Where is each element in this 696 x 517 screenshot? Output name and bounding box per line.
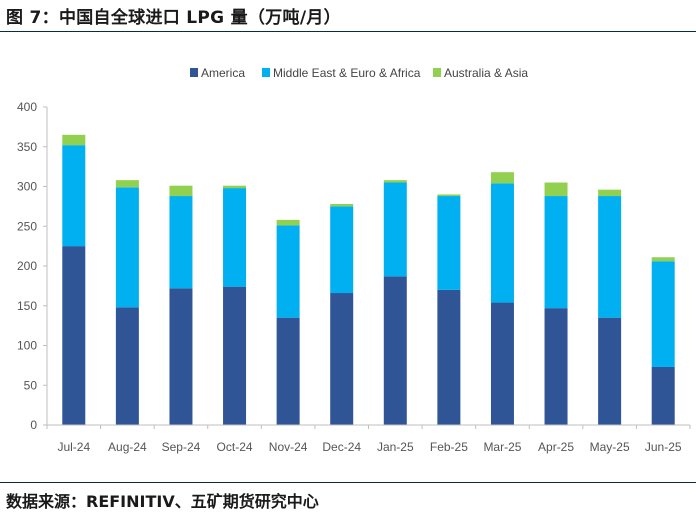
- y-tick-label: 200: [17, 259, 37, 273]
- x-tick-label: Jul-24: [57, 440, 90, 454]
- legend-label: America: [201, 66, 245, 80]
- top-rule: [0, 31, 696, 32]
- bar-segment-america: [490, 302, 514, 425]
- x-tick-label: Dec-24: [322, 440, 361, 454]
- legend-label: Middle East & Euro & Africa: [273, 66, 421, 80]
- x-tick-label: Feb-25: [430, 440, 468, 454]
- bar-segment-america: [544, 308, 568, 425]
- bar-segment-middle-east-euro-africa: [598, 196, 622, 318]
- bar-segment-australia-asia: [276, 219, 300, 226]
- bar-segment-middle-east-euro-africa: [651, 261, 675, 367]
- bar-segment-australia-asia: [651, 257, 675, 262]
- bar-segment-middle-east-euro-africa: [437, 196, 461, 290]
- x-tick-label: May-25: [590, 440, 630, 454]
- bar-segment-australia-asia: [490, 172, 514, 184]
- bar-segment-australia-asia: [169, 185, 193, 197]
- figure-title: 图 7：中国自全球进口 LPG 量（万吨/月）: [6, 8, 341, 28]
- bar-segment-america: [330, 293, 354, 425]
- x-tick-label: Jan-25: [377, 440, 414, 454]
- stacked-bar-chart: America Middle East & Euro & Africa Austra…: [17, 66, 691, 454]
- x-axis: Jul-24 Aug-24 Sep-24 Oct-24 Nov-24 Dec-24 Jan-…: [46, 424, 691, 454]
- legend-label: Australia & Asia: [444, 66, 528, 80]
- bar-segment-america: [651, 366, 675, 425]
- bars-group: [62, 134, 675, 425]
- bar-segment-america: [169, 288, 193, 425]
- x-tick-label: Apr-25: [538, 440, 574, 454]
- x-tick-label: Jun-25: [645, 440, 682, 454]
- bar-segment-australia-asia: [223, 185, 247, 189]
- bar-segment-australia-asia: [544, 182, 568, 197]
- y-axis: 0 50 100 150 200 250 300 350 400: [17, 100, 48, 432]
- x-tick-label: Sep-24: [162, 440, 201, 454]
- chart-legend: America Middle East & Euro & Africa Austra…: [190, 66, 528, 80]
- bar-segment-australia-asia: [598, 189, 622, 197]
- bar-segment-america: [383, 276, 407, 425]
- bar-segment-middle-east-euro-africa: [115, 187, 139, 308]
- bar-segment-middle-east-euro-africa: [276, 225, 300, 318]
- bar-segment-australia-asia: [62, 134, 86, 146]
- bar-segment-america: [115, 307, 139, 425]
- y-tick-label: 50: [24, 378, 38, 392]
- y-tick-label: 400: [17, 100, 37, 114]
- bar-segment-america: [598, 317, 622, 425]
- bar-segment-america: [437, 289, 461, 425]
- bar-segment-australia-asia: [383, 180, 407, 183]
- bar-segment-middle-east-euro-africa: [169, 196, 193, 289]
- legend-swatch: [262, 68, 270, 77]
- x-tick-label: Nov-24: [269, 440, 308, 454]
- bar-segment-middle-east-euro-africa: [544, 196, 568, 309]
- y-tick-label: 100: [17, 339, 37, 353]
- y-tick-label: 150: [17, 299, 37, 313]
- y-tick-label: 0: [30, 418, 37, 432]
- legend-swatch: [433, 68, 441, 77]
- bar-segment-america: [223, 286, 247, 425]
- x-tick-label: Aug-24: [108, 440, 147, 454]
- bar-segment-australia-asia: [437, 194, 461, 197]
- y-tick-label: 250: [17, 219, 37, 233]
- data-source: 数据来源：REFINITIV、五矿期货研究中心: [6, 492, 319, 511]
- bar-segment-middle-east-euro-africa: [383, 182, 407, 277]
- x-tick-label: Mar-25: [483, 440, 521, 454]
- bar-segment-australia-asia: [330, 203, 354, 207]
- y-tick-label: 350: [17, 140, 37, 154]
- x-tick-label: Oct-24: [217, 440, 253, 454]
- bar-segment-australia-asia: [115, 180, 139, 188]
- bottom-rule: [0, 482, 696, 483]
- y-tick-label: 300: [17, 180, 37, 194]
- bar-segment-middle-east-euro-africa: [62, 145, 86, 247]
- legend-swatch: [190, 68, 198, 77]
- bar-segment-america: [276, 317, 300, 425]
- bar-segment-america: [62, 246, 86, 425]
- bar-segment-middle-east-euro-africa: [490, 183, 514, 303]
- bar-segment-middle-east-euro-africa: [330, 206, 354, 294]
- bar-segment-middle-east-euro-africa: [223, 188, 247, 287]
